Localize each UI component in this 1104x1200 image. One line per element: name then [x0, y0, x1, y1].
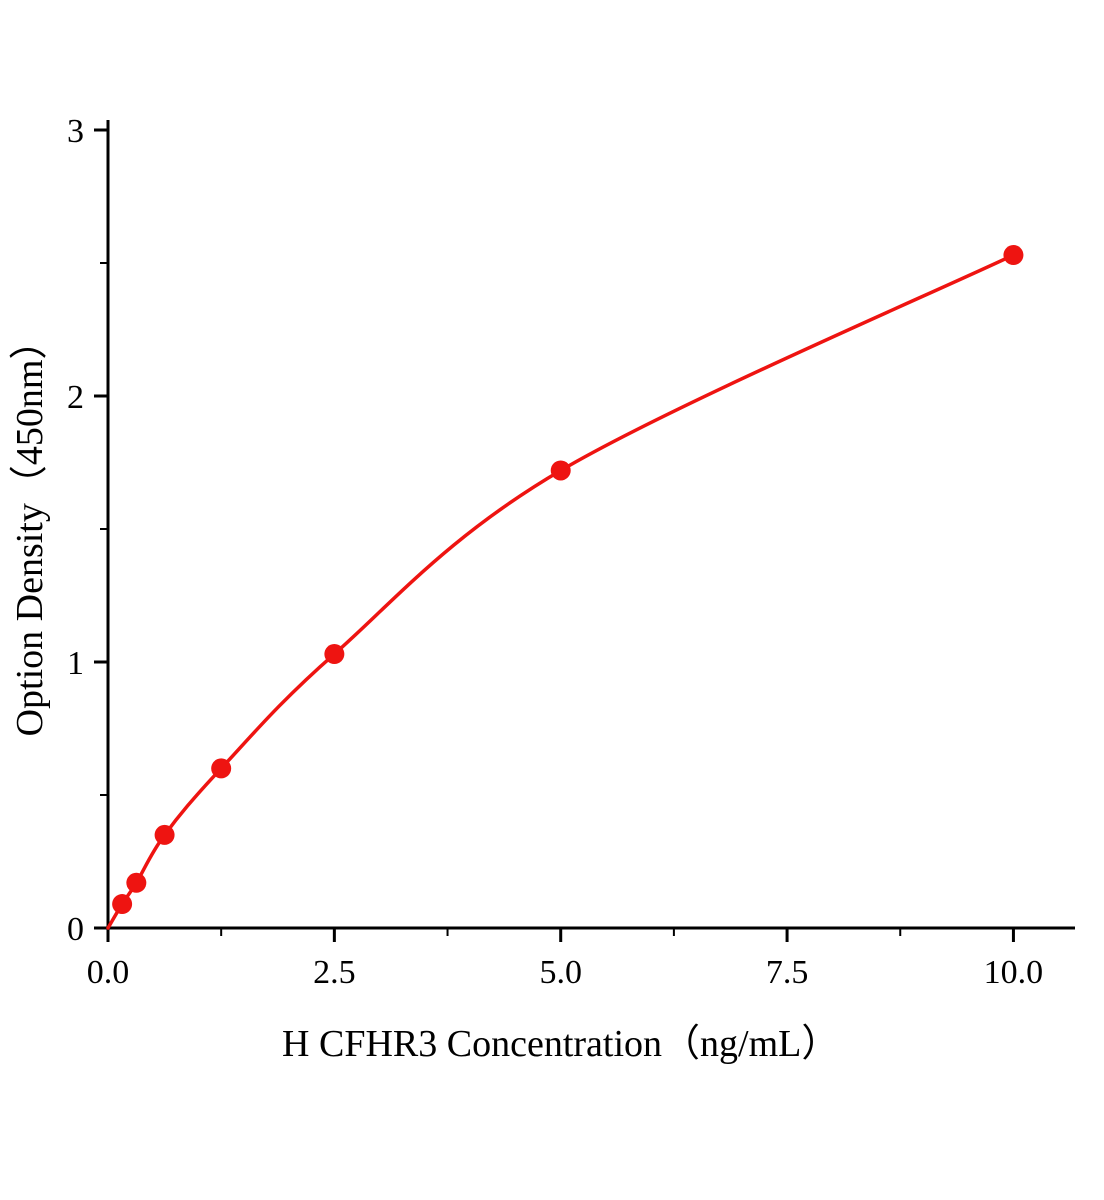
y-tick-label: 1: [67, 645, 84, 682]
y-tick-label: 0: [67, 911, 84, 948]
y-tick-label: 2: [67, 379, 84, 416]
x-tick-label: 5.0: [539, 954, 582, 991]
x-tick-label: 0.0: [87, 954, 130, 991]
x-tick-label: 7.5: [766, 954, 809, 991]
data-point: [154, 824, 175, 845]
y-axis-title: Option Density（450nm）: [9, 322, 51, 737]
x-tick-label: 10.0: [984, 954, 1044, 991]
y-tick-label: 3: [67, 113, 84, 150]
x-tick-label: 2.5: [313, 954, 356, 991]
data-point: [324, 644, 345, 665]
standard-curve-line: [106, 253, 1016, 930]
data-point: [1003, 245, 1024, 266]
data-point: [550, 460, 571, 481]
data-point: [126, 872, 147, 893]
data-point: [112, 894, 133, 915]
x-axis-title: H CFHR3 Concentration（ng/mL）: [282, 1023, 839, 1065]
data-point: [211, 758, 232, 779]
